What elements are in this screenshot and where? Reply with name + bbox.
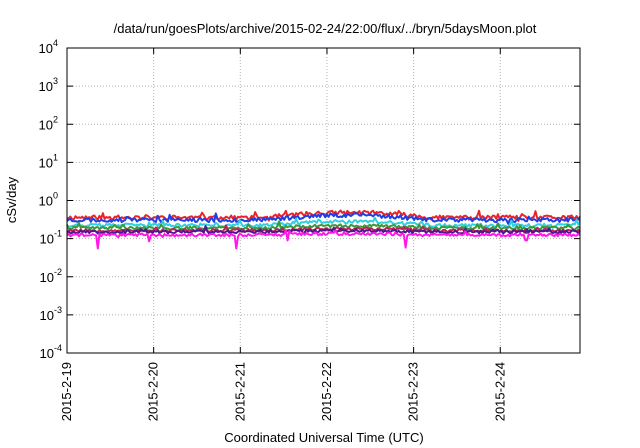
x-tick-label: 2015-2-19 xyxy=(59,362,74,421)
y-tick-label: 10-3 xyxy=(40,305,62,323)
series-line-4 xyxy=(66,220,581,232)
x-axis: 2015-2-19 2015-2-20 2015-2-21 2015-2-22 2015… xyxy=(59,48,507,421)
y-tick-label: 10-4 xyxy=(40,343,62,361)
plot-frame xyxy=(66,47,581,354)
series-line-7 xyxy=(66,229,581,250)
y-tick-label: 104 xyxy=(39,38,58,56)
series-line-3 xyxy=(66,216,581,229)
chart-title: /data/run/goesPlots/archive/2015-02-24/2… xyxy=(114,21,537,36)
y-tick-label: 102 xyxy=(39,114,58,132)
y-tick-label: 10-1 xyxy=(40,229,62,247)
series-lines xyxy=(66,209,581,250)
x-tick-label: 2015-2-23 xyxy=(406,362,421,421)
x-tick-label: 2015-2-24 xyxy=(492,362,507,421)
x-tick-label: 2015-2-21 xyxy=(232,362,247,421)
y-tick-label: 10-2 xyxy=(40,267,62,285)
y-tick-label: 101 xyxy=(39,152,58,170)
y-tick-label: 100 xyxy=(39,191,58,209)
y-axis-label: cSv/day xyxy=(4,176,19,223)
x-tick-label: 2015-2-20 xyxy=(146,362,161,421)
x-axis-label: Coordinated Universal Time (UTC) xyxy=(224,430,423,445)
y-axis: 104 103 102 101 100 10-1 10-2 10-3 10-4 xyxy=(39,38,580,361)
y-tick-label: 103 xyxy=(39,76,58,94)
series-line-6 xyxy=(66,225,581,236)
grid xyxy=(67,48,580,353)
series-line-2 xyxy=(66,212,581,225)
x-tick-label: 2015-2-22 xyxy=(319,362,334,421)
